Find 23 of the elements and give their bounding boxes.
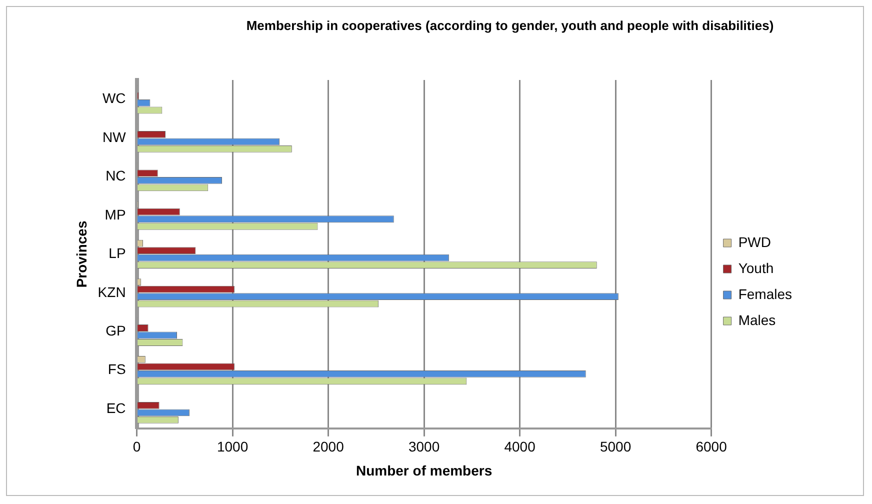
legend-label: Youth: [738, 260, 774, 276]
y-tick-label: WC: [102, 90, 126, 106]
y-tick-label: NW: [102, 128, 127, 145]
y-tick-label: FS: [108, 361, 126, 378]
chart-title: Membership in cooperatives (according to gender, youth and people with disabilities): [245, 17, 775, 34]
y-tick-label: MP: [104, 206, 126, 222]
y-tick-label: GP: [106, 322, 126, 338]
x-axis-title: Number of members: [356, 462, 492, 478]
y-tick-label: EC: [106, 400, 126, 416]
legend-label: Females: [738, 286, 792, 302]
y-tick-label: NC: [106, 168, 126, 184]
y-tick-label: LP: [108, 245, 126, 262]
x-tick-label: 4000: [504, 438, 536, 455]
x-tick-label: 3000: [408, 438, 440, 455]
legend-label: PWD: [738, 234, 771, 250]
x-tick-label: 0: [132, 438, 141, 455]
x-tick-label: 5000: [600, 438, 632, 455]
legend-label: Males: [738, 312, 776, 328]
x-tick-label: 1000: [216, 438, 248, 455]
x-tick-label: 2000: [312, 438, 344, 455]
y-tick-label: KZN: [98, 284, 126, 300]
y-axis-title: Provinces: [73, 220, 90, 288]
x-tick-label: 6000: [696, 438, 728, 455]
